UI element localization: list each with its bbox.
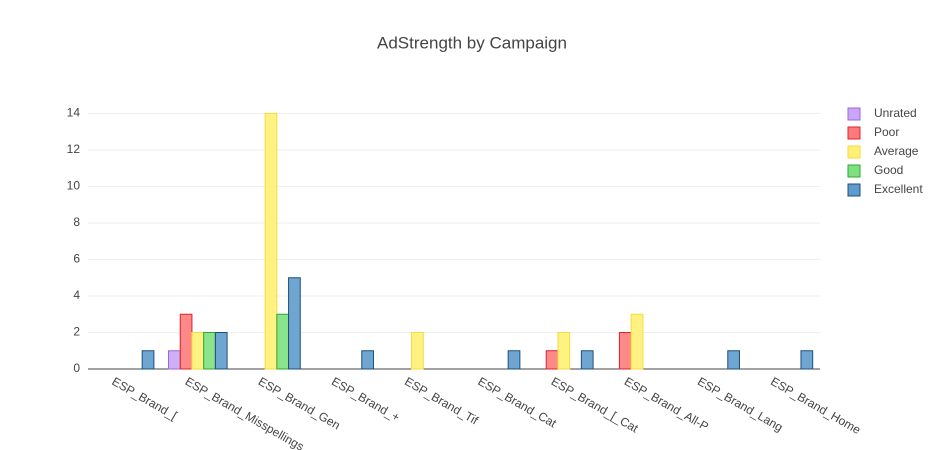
y-tick-label: 0: [73, 361, 80, 375]
legend-label: Poor: [874, 125, 899, 139]
legend-label: Unrated: [874, 106, 917, 120]
x-tick-label: ESP_Brand_Cat: [476, 374, 560, 430]
bar: [191, 332, 205, 370]
bar: [411, 332, 424, 370]
legend-swatch: [847, 164, 861, 178]
x-tick-label: ESP_Brand_Home: [768, 374, 863, 437]
y-tick-label: 4: [73, 288, 80, 302]
legend-swatch: [847, 107, 861, 121]
bar: [557, 332, 571, 370]
bar: [214, 332, 228, 370]
y-tick-label: 6: [73, 252, 80, 266]
bar: [288, 277, 301, 370]
bar: [203, 332, 216, 370]
bar: [630, 313, 644, 370]
bar: [580, 350, 594, 370]
legend-swatch: [847, 183, 861, 197]
legend-label: Excellent: [874, 182, 923, 196]
y-tick-label: 12: [67, 142, 81, 156]
bar: [264, 113, 278, 370]
bar: [168, 350, 181, 370]
x-tick-label: ESP_Brand_+: [329, 374, 402, 424]
bar: [361, 350, 374, 370]
y-tick-label: 14: [67, 106, 81, 120]
bar: [141, 350, 155, 370]
x-tick-label: ESP_Brand_Misspellings: [183, 374, 307, 450]
y-tick-label: 2: [73, 325, 80, 339]
x-tick-label: ESP_Brand_[: [110, 374, 181, 423]
bar: [507, 350, 521, 370]
y-tick-label: 10: [67, 179, 81, 193]
x-tick-label: ESP_Brand_Tif: [402, 374, 481, 428]
bar: [276, 313, 290, 370]
bar: [800, 350, 814, 370]
bar: [545, 350, 559, 370]
bar: [727, 350, 740, 370]
bar: [179, 313, 193, 370]
chart-title: AdStrength by Campaign: [377, 33, 567, 52]
legend-swatch: [847, 126, 861, 140]
legend-swatch: [847, 145, 861, 159]
legend-label: Average: [874, 144, 919, 158]
y-tick-label: 8: [73, 215, 80, 229]
legend-label: Good: [874, 163, 903, 177]
bar: [618, 332, 632, 370]
